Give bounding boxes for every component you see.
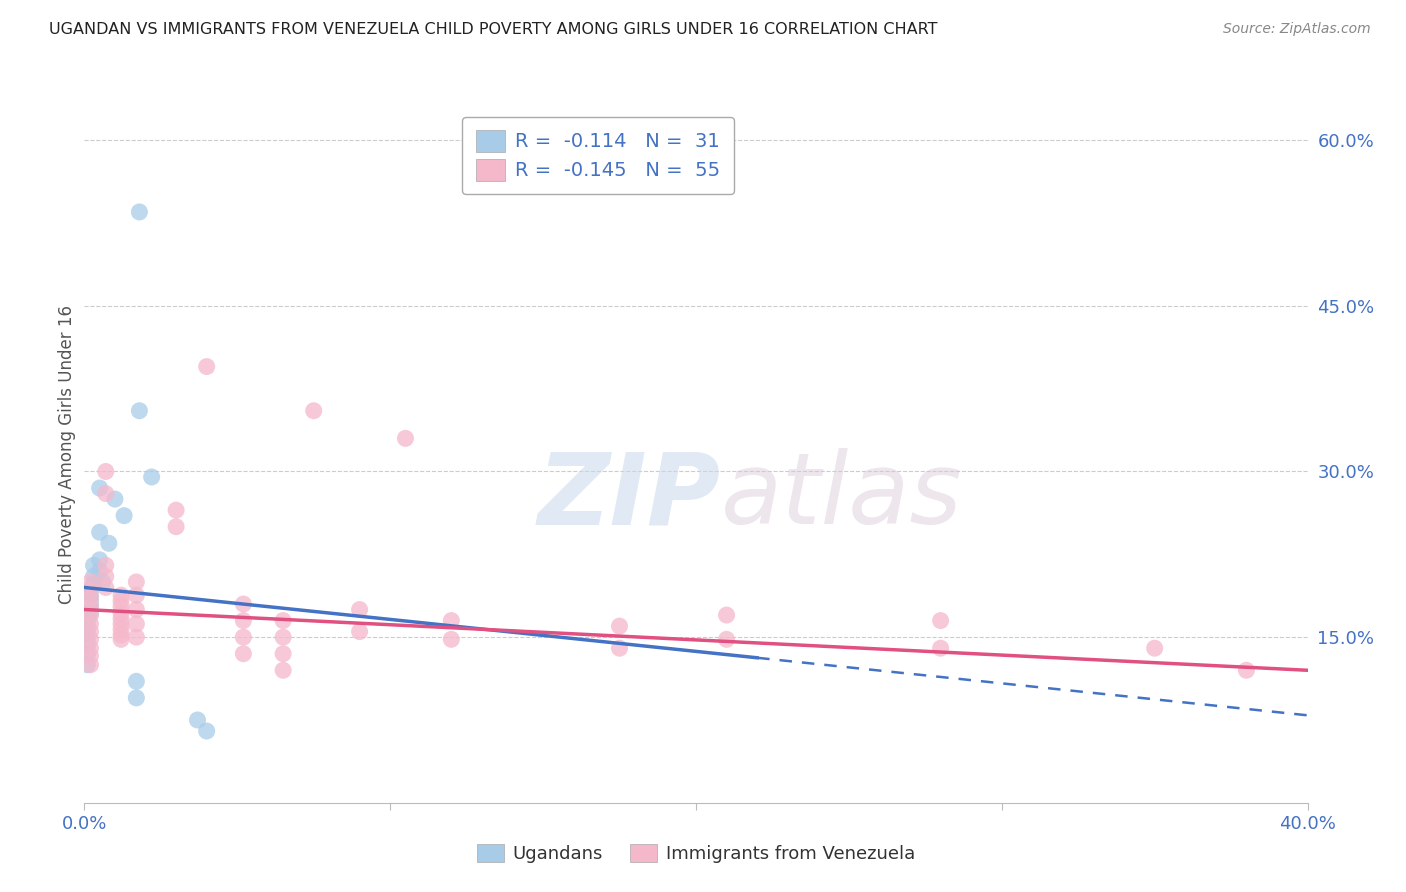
Point	[716, 608, 738, 623]
Point	[76, 611, 98, 625]
Point	[110, 616, 132, 631]
Point	[609, 641, 631, 656]
Point	[440, 632, 463, 647]
Point	[79, 616, 101, 631]
Point	[232, 614, 254, 628]
Y-axis label: Child Poverty Among Girls Under 16: Child Poverty Among Girls Under 16	[58, 305, 76, 605]
Point	[271, 630, 294, 644]
Point	[929, 614, 952, 628]
Point	[89, 553, 111, 567]
Point	[79, 641, 101, 656]
Point	[232, 597, 254, 611]
Point	[104, 492, 127, 507]
Point	[110, 611, 132, 625]
Point	[125, 674, 148, 689]
Point	[79, 582, 101, 597]
Point	[232, 630, 254, 644]
Point	[128, 205, 150, 219]
Point	[271, 663, 294, 677]
Point	[94, 465, 117, 479]
Point	[91, 574, 114, 589]
Point	[79, 591, 101, 606]
Point	[76, 633, 98, 648]
Point	[716, 632, 738, 647]
Point	[110, 628, 132, 642]
Point	[128, 403, 150, 417]
Point	[83, 577, 105, 591]
Point	[79, 574, 101, 589]
Point	[110, 588, 132, 602]
Point	[94, 486, 117, 500]
Point	[112, 508, 135, 523]
Point	[186, 713, 208, 727]
Point	[440, 614, 463, 628]
Point	[125, 616, 148, 631]
Point	[125, 630, 148, 644]
Point	[79, 599, 101, 614]
Point	[79, 606, 101, 620]
Point	[79, 588, 101, 602]
Point	[89, 564, 111, 578]
Text: Source: ZipAtlas.com: Source: ZipAtlas.com	[1223, 22, 1371, 37]
Point	[76, 647, 98, 661]
Text: ZIP: ZIP	[537, 448, 720, 545]
Point	[125, 602, 148, 616]
Point	[79, 593, 101, 607]
Point	[83, 558, 105, 573]
Point	[125, 574, 148, 589]
Point	[110, 599, 132, 614]
Point	[79, 648, 101, 663]
Point	[79, 599, 101, 614]
Point	[79, 632, 101, 647]
Point	[929, 641, 952, 656]
Point	[1236, 663, 1258, 677]
Point	[141, 470, 163, 484]
Point	[110, 623, 132, 637]
Text: atlas: atlas	[720, 448, 962, 545]
Point	[349, 602, 371, 616]
Point	[89, 481, 111, 495]
Point	[195, 359, 218, 374]
Point	[125, 690, 148, 705]
Point	[195, 724, 218, 739]
Point	[76, 616, 98, 631]
Point	[94, 581, 117, 595]
Point	[94, 569, 117, 583]
Point	[79, 582, 101, 597]
Point	[165, 503, 187, 517]
Point	[125, 588, 148, 602]
Point	[302, 403, 325, 417]
Point	[232, 647, 254, 661]
Point	[1143, 641, 1166, 656]
Point	[110, 593, 132, 607]
Point	[165, 519, 187, 533]
Point	[271, 647, 294, 661]
Point	[394, 431, 416, 445]
Point	[110, 606, 132, 620]
Point	[271, 614, 294, 628]
Point	[76, 623, 98, 637]
Point	[76, 639, 98, 653]
Point	[97, 536, 120, 550]
Point	[79, 624, 101, 639]
Text: UGANDAN VS IMMIGRANTS FROM VENEZUELA CHILD POVERTY AMONG GIRLS UNDER 16 CORRELAT: UGANDAN VS IMMIGRANTS FROM VENEZUELA CHI…	[49, 22, 938, 37]
Point	[89, 525, 111, 540]
Point	[349, 624, 371, 639]
Legend: Ugandans, Immigrants from Venezuela: Ugandans, Immigrants from Venezuela	[470, 837, 922, 871]
Point	[110, 632, 132, 647]
Point	[79, 608, 101, 623]
Point	[94, 558, 117, 573]
Point	[609, 619, 631, 633]
Point	[83, 569, 105, 583]
Point	[79, 657, 101, 672]
Point	[76, 657, 98, 672]
Point	[76, 628, 98, 642]
